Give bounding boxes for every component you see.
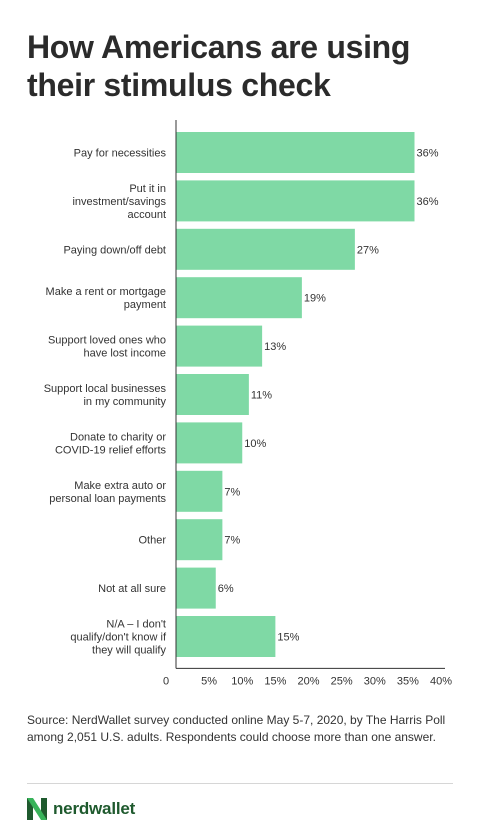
bar-value-label: 36% xyxy=(417,196,439,208)
brand-logo[interactable]: nerdwallet xyxy=(27,797,135,821)
bar-value-label: 7% xyxy=(224,535,240,547)
bar-value-label: 15% xyxy=(277,632,299,644)
bar-value-label: 7% xyxy=(224,486,240,498)
bar xyxy=(176,228,355,270)
category-label: Support local businesses in my community xyxy=(44,383,167,408)
bar xyxy=(176,422,243,464)
x-tick-label: 0 xyxy=(163,675,169,687)
x-tick-label: 35% xyxy=(397,675,419,687)
chart-title: How Americans are using their stimulus c… xyxy=(27,29,411,103)
bar-value-label: 10% xyxy=(244,438,266,450)
bar-value-label: 36% xyxy=(417,148,439,160)
bar xyxy=(176,470,223,512)
bar xyxy=(176,277,302,319)
bar xyxy=(176,325,263,367)
x-tick-label: 40% xyxy=(430,675,452,687)
x-tick-label: 20% xyxy=(297,675,319,687)
bar-value-label: 6% xyxy=(218,583,234,595)
x-tick-label: 15% xyxy=(264,675,286,687)
bar xyxy=(176,374,249,415)
bar xyxy=(176,567,216,609)
bar-value-label: 19% xyxy=(304,293,326,305)
source-note: Source: NerdWallet survey conducted onli… xyxy=(27,713,446,744)
category-label: Not at all sure xyxy=(98,583,166,595)
bar-value-label: 27% xyxy=(357,244,379,256)
category-label: Other xyxy=(138,535,166,547)
category-label: Make a rent or mortgage payment xyxy=(46,286,166,311)
bar xyxy=(176,616,276,657)
x-tick-label: 10% xyxy=(231,675,253,687)
brand-name: nerdwallet xyxy=(53,799,136,818)
category-label: Donate to charity or COVID-19 relief effo… xyxy=(55,431,167,456)
category-label: Paying down/off debt xyxy=(63,244,166,256)
x-tick-label: 30% xyxy=(364,675,386,687)
bar-value-label: 13% xyxy=(264,341,286,353)
bar-value-label: 11% xyxy=(251,390,272,402)
nerdwallet-logo-icon xyxy=(27,798,47,820)
category-label: N/A – I don't qualify/don't know if they w… xyxy=(70,619,167,657)
bar-chart: 36% Pay for necessities 36% Put it in invest… xyxy=(44,120,452,687)
bar xyxy=(176,180,415,222)
bar xyxy=(176,132,415,173)
category-label: Make extra auto or personal loan payments xyxy=(49,480,166,505)
footer-divider xyxy=(27,783,453,784)
x-tick-label: 25% xyxy=(331,675,353,687)
bar xyxy=(176,519,223,561)
x-tick-label: 5% xyxy=(201,675,217,687)
category-label: Pay for necessities xyxy=(74,148,167,160)
category-label: Put it in investment/savings account xyxy=(72,183,166,221)
category-label: Support loved ones who have lost income xyxy=(48,335,166,360)
